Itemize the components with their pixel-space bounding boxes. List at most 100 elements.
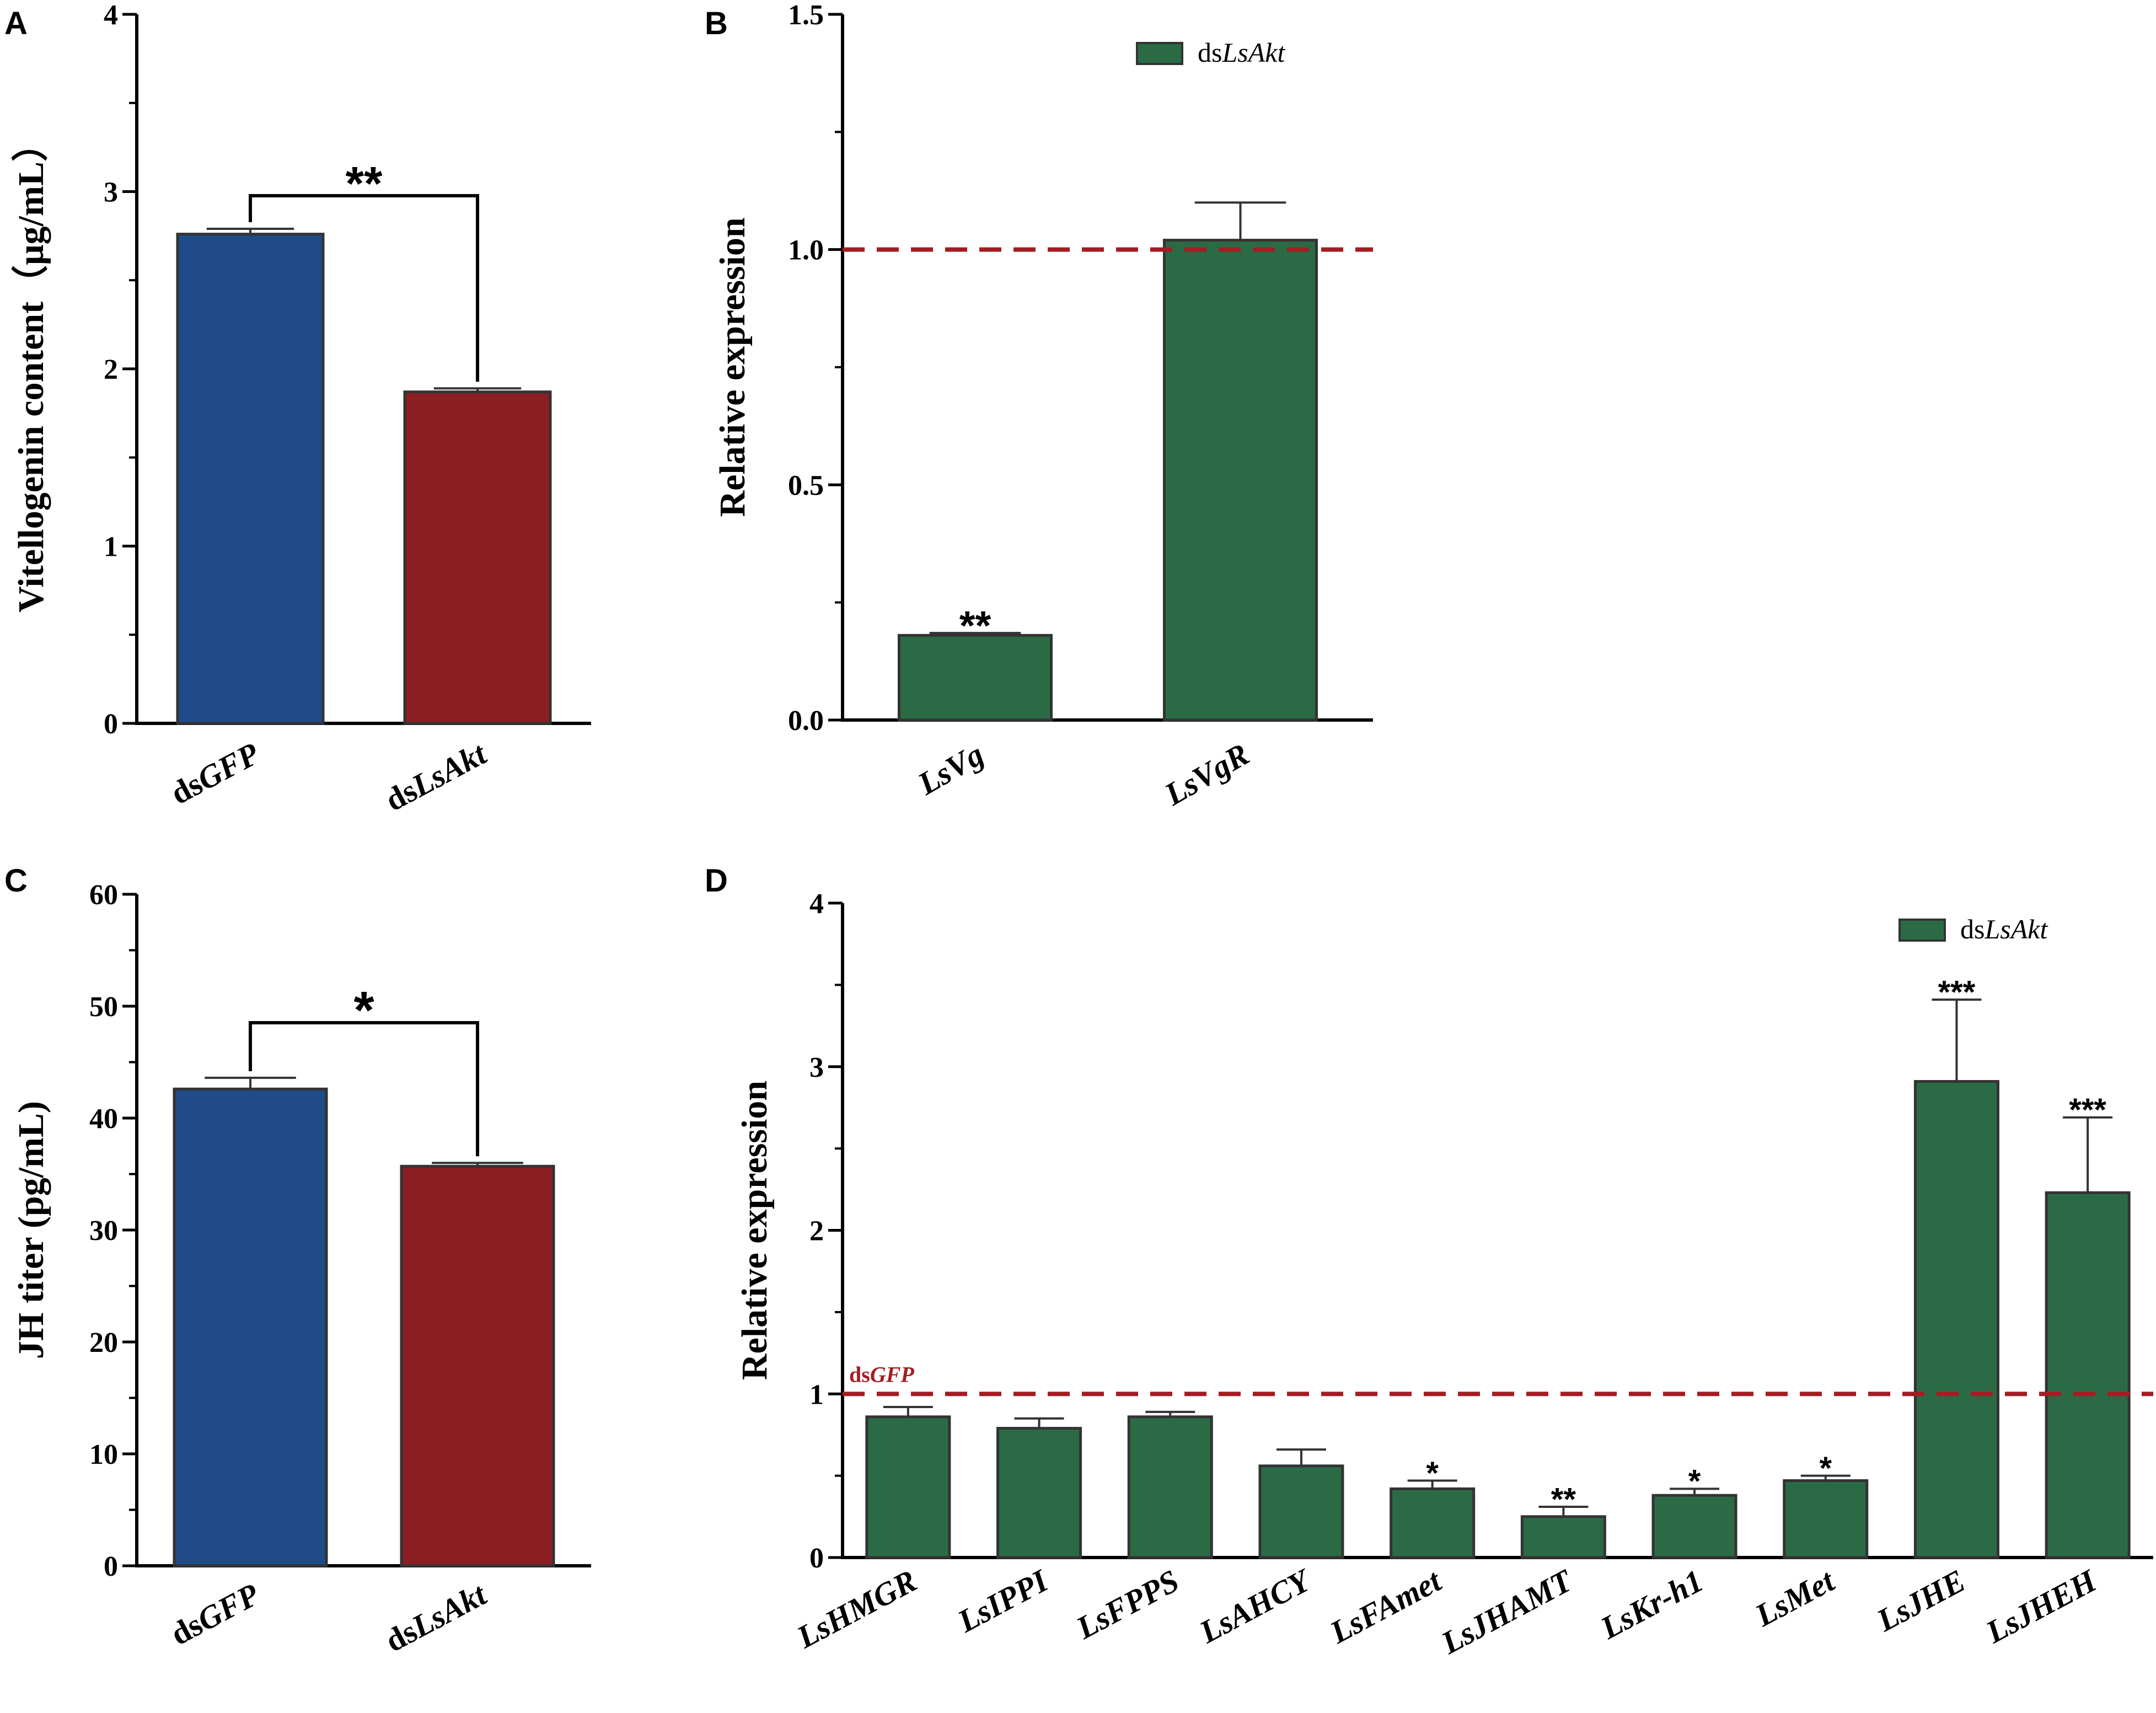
chart-panel-a: 0 1 2 3 4 Vitellogenin content（μg/mL） dsGFP dsL… [10, 0, 591, 818]
x-category-label: LsFAmet [1324, 1562, 1448, 1651]
reference-label-prefix: ds [849, 1362, 870, 1387]
category-name: LsAkt [405, 735, 492, 804]
bar [996, 1427, 1082, 1559]
y-tick-label: 0.5 [788, 470, 824, 501]
category-name: LsVg [911, 736, 990, 802]
legend-prefix: ds [1198, 37, 1222, 68]
y-axis-title: Vitellogenin content（μg/mL） [10, 125, 51, 613]
y-tick-label: 3 [809, 1052, 824, 1083]
significance-label: * [1688, 1464, 1701, 1500]
significance-label: *** [2069, 1092, 2106, 1128]
y-tick-label: 50 [89, 991, 118, 1023]
category-name: LsFAmet [1324, 1562, 1448, 1651]
y-tick-label: 20 [89, 1327, 118, 1358]
bar [1520, 1515, 1606, 1559]
x-category-label: dsLsAkt [379, 735, 493, 818]
bar [176, 233, 325, 725]
legend-label: dsLsAkt [1960, 914, 2048, 944]
significance-label: ** [1551, 1481, 1576, 1517]
y-axis-title: Relative expression [712, 217, 753, 517]
y-tick-label: 4 [809, 888, 824, 920]
category-name: LsIPPI [952, 1562, 1055, 1640]
category-name: LsJHE [1870, 1562, 1971, 1639]
x-category-label: LsJHEH [1980, 1562, 2103, 1650]
y-axis-title: Relative expression [734, 1081, 775, 1380]
x-category-label: LsVg [911, 736, 990, 802]
legend-name: LsAkt [1221, 37, 1285, 68]
panel-label-b: B [705, 6, 728, 41]
chart-panel-d: 0 1 2 3 4 Relative expression LsHMGR LsIPPI LsFP… [734, 888, 2153, 1661]
y-tick-label: 4 [104, 0, 118, 31]
significance-label: *** [1938, 974, 1976, 1010]
y-tick-label: 2 [104, 354, 118, 385]
significance-label: * [353, 981, 374, 1040]
legend-prefix: ds [1960, 914, 1985, 944]
y-tick-label: 10 [89, 1439, 118, 1470]
reference-label-name: GFP [870, 1362, 915, 1387]
reference-line-label: dsGFP [849, 1362, 914, 1387]
x-category-label: dsGFP [165, 735, 265, 812]
y-tick-label: 60 [89, 879, 118, 911]
significance-label: ** [959, 603, 991, 648]
bar [400, 1164, 555, 1567]
x-category-label: dsGFP [165, 1576, 265, 1652]
y-tick-label: 0 [809, 1543, 824, 1574]
bar [1163, 239, 1318, 722]
legend-label: dsLsAkt [1198, 37, 1285, 68]
panel-label-c: C [4, 863, 28, 899]
bar [2045, 1191, 2131, 1559]
x-category-label: LsHMGR [791, 1562, 923, 1655]
bar [1783, 1479, 1869, 1559]
category-name: LsHMGR [791, 1562, 923, 1655]
significance-bracket [249, 194, 479, 382]
bar [1258, 1464, 1344, 1559]
bar [1651, 1494, 1737, 1559]
category-name: LsMet [1749, 1562, 1841, 1634]
y-tick-label: 3 [104, 177, 118, 208]
y-tick-label: 1.0 [788, 235, 824, 266]
significance-label: ** [346, 158, 383, 211]
x-category-label: LsMet [1749, 1562, 1841, 1634]
y-tick-label: 0 [104, 1551, 118, 1582]
category-name: LsVgR [1158, 736, 1255, 813]
y-tick-label: 1.5 [788, 0, 824, 31]
legend-swatch [1136, 42, 1183, 65]
category-name: LsAkt [405, 1576, 492, 1645]
category-name: LsAHCY [1193, 1561, 1318, 1650]
x-category-label: LsKr-h1 [1594, 1562, 1709, 1646]
x-category-label: LsVgR [1158, 736, 1255, 813]
y-tick-label: 30 [89, 1215, 118, 1247]
bar [173, 1087, 328, 1567]
x-category-label: LsIPPI [952, 1562, 1055, 1640]
y-tick-label: 0.0 [788, 705, 824, 737]
panel-label-d: D [705, 863, 728, 899]
category-name: LsJHEH [1980, 1562, 2103, 1650]
y-tick-label: 2 [809, 1216, 824, 1247]
significance-bracket [249, 1021, 479, 1157]
chart-panel-c: 0 10 20 30 40 50 60 JH titer (pg/mL) dsGFP dsLsAk… [11, 879, 591, 1659]
chart-panel-b: 0.0 0.5 1.0 1.5 Relative expression LsVg LsVgR… [712, 0, 1373, 813]
x-category-label: LsAHCY [1193, 1561, 1318, 1650]
significance-label: * [1426, 1456, 1439, 1491]
x-category-label: LsJHE [1870, 1562, 1971, 1639]
significance-label: * [1819, 1451, 1832, 1486]
bar [1913, 1080, 1999, 1559]
bar [403, 390, 552, 725]
bar [1127, 1415, 1213, 1559]
y-axis-title: JH titer (pg/mL) [11, 1101, 51, 1359]
legend-swatch [1898, 919, 1946, 942]
x-category-label: dsLsAkt [379, 1576, 493, 1659]
category-name: LsKr-h1 [1594, 1562, 1709, 1646]
y-tick-label: 0 [104, 708, 118, 740]
panel-label-a: A [4, 6, 28, 41]
x-category-label: LsJHAMT [1435, 1562, 1579, 1661]
y-tick-label: 40 [89, 1103, 118, 1135]
category-name: LsFPPS [1070, 1562, 1185, 1646]
category-name: LsJHAMT [1435, 1562, 1579, 1661]
legend-name: LsAkt [1984, 914, 2048, 944]
y-tick-label: 1 [104, 531, 118, 563]
y-tick-label: 1 [809, 1379, 824, 1410]
bar [1390, 1487, 1476, 1559]
bar [865, 1415, 951, 1559]
